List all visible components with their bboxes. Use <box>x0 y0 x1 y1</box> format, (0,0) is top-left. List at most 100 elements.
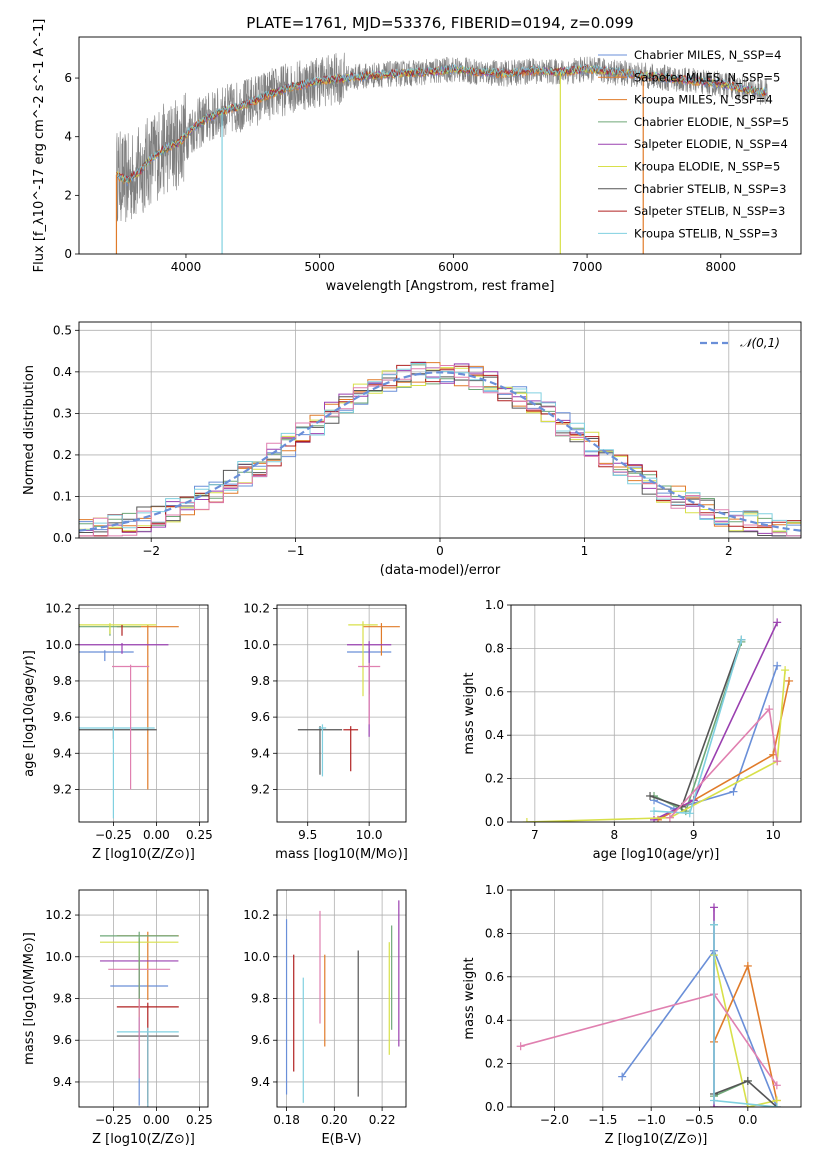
y-tick-label: 9.6 <box>251 1033 270 1047</box>
series-point-marker <box>650 815 659 822</box>
y-tick-label: 9.8 <box>251 674 270 688</box>
x-tick-label: −2 <box>142 544 160 558</box>
y-tick-label: 0.4 <box>485 728 504 742</box>
y-tick-label: 4 <box>64 130 72 144</box>
legend-label: Chabrier ELODIE, N_SSP=5 <box>634 115 789 129</box>
errorbar-group <box>79 623 179 819</box>
x-axis-label: Z [log10(Z/Z⊙)] <box>92 1132 195 1147</box>
errorbar-group <box>99 931 179 1107</box>
series-line <box>713 924 777 1107</box>
series-point-marker <box>650 807 659 816</box>
line-group <box>516 903 781 1107</box>
x-axis-label: age [log10(age/yr)] <box>593 847 720 862</box>
series-point-marker <box>773 618 782 627</box>
y-axis-label: Flux [f_λ10^-17 erg cm^-2 s^-1 A^-1] <box>32 19 47 273</box>
y-tick-label: 0.6 <box>485 970 504 984</box>
y-tick-label: 9.6 <box>251 710 270 724</box>
y-tick-label: 0.8 <box>485 926 504 940</box>
y-tick-label: 1.0 <box>485 598 504 612</box>
x-tick-label: −0.5 <box>685 1113 714 1127</box>
y-tick-label: 0.1 <box>53 489 72 503</box>
y-axis-label: mass [log10(M/M⊙)] <box>22 932 37 1065</box>
y-tick-label: 0.0 <box>485 815 504 829</box>
y-tick-label: 9.4 <box>251 746 270 760</box>
y-tick-label: 1.0 <box>485 883 504 897</box>
series-point-marker <box>729 787 738 796</box>
y-tick-label: 9.8 <box>251 992 270 1006</box>
series-point-marker <box>685 809 694 818</box>
x-axis-label: (data-model)/error <box>380 563 501 578</box>
legend-label: Salpeter STELIB, N_SSP=3 <box>634 204 785 218</box>
panel-spectrum: 4000 5000 6000 7000 8000 0 2 4 6 wavelength [Angs… <box>32 19 802 294</box>
x-tick-label: −2.0 <box>540 1113 569 1127</box>
x-tick-label: 1 <box>581 544 589 558</box>
series-point-marker <box>516 1042 525 1051</box>
x-tick-label: 6000 <box>438 260 469 274</box>
series-point-marker <box>773 757 782 766</box>
x-tick-label: 5000 <box>304 260 335 274</box>
y-tick-label: 9.8 <box>53 992 72 1006</box>
axes-frame <box>78 36 802 255</box>
legend-label: Kroupa STELIB, N_SSP=3 <box>634 226 778 240</box>
x-tick-label: 2 <box>725 544 733 558</box>
y-tick-label: 2 <box>64 188 72 202</box>
histogram-lines <box>79 361 801 537</box>
legend-label: Chabrier MILES, N_SSP=4 <box>634 48 781 62</box>
y-tick-label: 9.6 <box>53 710 72 724</box>
series-point-marker <box>646 791 655 800</box>
x-tick-label: −0.25 <box>95 1113 132 1127</box>
legend-label: Kroupa MILES, N_SSP=4 <box>634 93 773 107</box>
legend-label: 𝒩(0,1) <box>740 336 780 350</box>
y-tick-label: 10.2 <box>45 908 72 922</box>
spectrum-data-line <box>116 52 768 223</box>
x-tick-label: 0.00 <box>143 1113 170 1127</box>
series-point-marker <box>772 1103 781 1107</box>
x-tick-label: 0.22 <box>369 1113 396 1127</box>
y-tick-label: 6 <box>64 71 72 85</box>
x-tick-label: 0.18 <box>273 1113 300 1127</box>
line-group <box>522 618 794 822</box>
series-point-marker <box>785 676 794 685</box>
axes-frame <box>276 889 407 1108</box>
x-tick-label: 8 <box>610 828 618 842</box>
x-tick-label: 9 <box>690 828 698 842</box>
y-tick-label: 9.6 <box>53 1033 72 1047</box>
x-tick-label: 4000 <box>171 260 202 274</box>
x-tick-label: 0.0 <box>738 1113 757 1127</box>
x-tick-label: 9.5 <box>298 828 317 842</box>
errorbar-group <box>297 621 400 777</box>
x-tick-label: 0 <box>436 544 444 558</box>
x-tick-label: 7000 <box>572 260 603 274</box>
series-line <box>713 963 778 1101</box>
figure-title: PLATE=1761, MJD=53376, FIBERID=0194, z=0… <box>246 14 633 32</box>
y-tick-label: 9.4 <box>53 1075 72 1089</box>
x-tick-label: 0.00 <box>143 828 170 842</box>
residuals-legend: 𝒩(0,1) <box>700 336 780 350</box>
x-axis-label: Z [log10(Z/Z⊙)] <box>605 1132 708 1147</box>
y-tick-label: 0.0 <box>53 531 72 545</box>
axes-frame <box>78 321 802 539</box>
series-point-marker <box>743 961 752 970</box>
y-axis-label: mass weight <box>462 957 477 1039</box>
panel-age-vs-mass: 9.5 10.0 9.2 9.4 9.6 9.8 10.0 10.2 mass [log10(M… <box>243 602 408 862</box>
y-tick-label: 0.4 <box>53 365 72 379</box>
x-tick-label: 10.0 <box>356 828 383 842</box>
x-axis-label: mass [log10(M/M⊙)] <box>275 847 408 862</box>
series-point-marker <box>710 1096 718 1105</box>
y-axis-label: age [log10(age/yr)] <box>22 650 37 777</box>
histogram-step <box>79 365 801 537</box>
series-point-marker <box>665 813 674 822</box>
axes-frame <box>510 889 802 1108</box>
y-tick-label: 0.6 <box>485 685 504 699</box>
spectrum-lines <box>115 52 768 254</box>
x-tick-label: −1.5 <box>588 1113 617 1127</box>
y-tick-label: 9.2 <box>53 782 72 796</box>
x-tick-label: −0.25 <box>95 828 132 842</box>
y-tick-label: 9.4 <box>251 1075 270 1089</box>
y-axis-label: Normed distribution <box>22 365 37 495</box>
axes-frame <box>78 889 209 1108</box>
y-tick-label: 0.3 <box>53 406 72 420</box>
panel-residuals: −2 −1 0 1 2 0.0 0.1 0.2 0.3 0.4 0.5 (data-model)/er… <box>22 321 802 578</box>
series-point-marker <box>773 661 782 670</box>
series-point-marker <box>737 635 746 644</box>
